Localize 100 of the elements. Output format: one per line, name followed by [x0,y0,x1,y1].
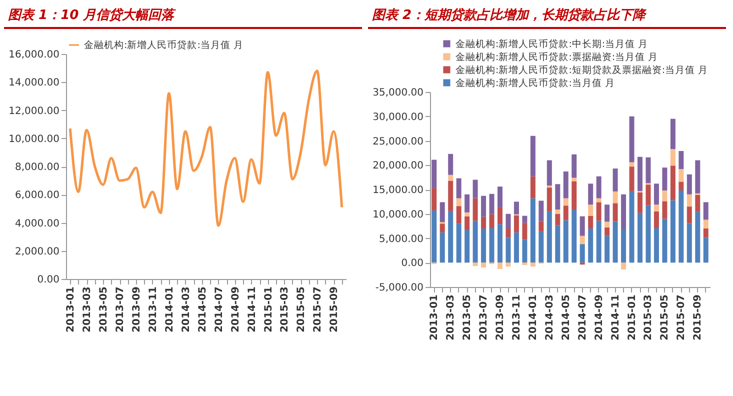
bar [596,176,602,198]
bar [546,160,552,186]
bar [596,198,602,202]
x-tick-label: 2015-03 [643,294,654,340]
bar [703,220,708,228]
bar [662,168,668,190]
bar [654,211,659,228]
x-tick-label: 2015-03 [280,286,291,332]
x-tick-label: 2014-05 [197,286,208,332]
bar [678,182,684,190]
y-tick-label: 2,000.00 [14,246,60,258]
bar [588,228,594,263]
chart-title: 图表 2：短期贷款占比增加，长期贷款占比下降 [368,4,726,29]
bar [546,211,552,263]
x-tick-label: 2014-09 [230,286,242,332]
bar [481,262,486,268]
bar [538,231,544,263]
y-tick-label: 20,000.00 [372,160,424,172]
x-tick-label: 2015-01 [263,286,274,332]
bar [440,224,445,232]
bar [604,204,610,222]
x-tick-label: 2014-01 [528,294,539,340]
x-tick-label: 2013-01 [429,294,440,340]
bar [662,190,668,202]
bar [580,236,585,244]
bar [506,214,511,228]
bar [596,202,602,221]
bar [472,198,478,221]
bar [695,211,700,263]
x-tick-label: 2013-03 [82,286,94,332]
x-tick-label: 2015-05 [296,286,308,332]
x-tick-label: 2015-07 [676,294,688,340]
bar [662,218,668,263]
bar [498,208,502,224]
bar [555,209,560,214]
bar [448,154,454,175]
y-tick-label: 0.00 [37,274,60,286]
bar [440,232,445,263]
bar [662,201,668,219]
bar [670,118,676,150]
bar [563,198,568,206]
bar [670,200,676,263]
bar [489,194,494,214]
x-tick-label: 2014-03 [180,286,192,332]
bar [563,220,568,263]
legend-label: 金融机构:新增人民币贷款:短期贷款及票据融资:当月值 月 [456,64,708,76]
bar [588,216,594,228]
bar [678,190,684,263]
bar [514,215,519,232]
bar [440,202,445,222]
bar [629,166,634,191]
x-tick-label: 2013-11 [148,286,159,332]
y-tick-label: 8,000.00 [14,162,60,173]
bar [686,194,692,207]
bar [621,194,626,230]
bar [612,203,618,222]
bar [563,206,568,220]
bar [612,191,618,204]
y-tick-label: 5,000.00 [378,234,424,245]
x-tick-label: 2013-03 [446,294,457,340]
bar [481,228,486,263]
bar [678,169,684,182]
x-tick-label: 2014-11 [610,294,622,340]
y-tick-label: 14,000.00 [8,78,60,89]
bar [506,228,511,238]
y-tick-label: 6,000.00 [14,190,60,202]
x-tick-label: 2015-01 [626,294,638,340]
bar [514,202,519,214]
bar [472,262,478,266]
bar [580,216,585,236]
bar [555,214,560,226]
bar [638,192,642,213]
bar [612,221,618,263]
x-tick-label: 2013-07 [115,286,126,332]
bar [506,262,511,267]
x-tick-label: 2014-07 [577,294,588,340]
bar [629,116,634,162]
bar [604,236,610,263]
bar [703,238,708,263]
chart-title: 图表 1：10 月信贷大幅回落 [4,4,362,29]
bar [538,221,544,232]
y-tick-label: 16,000.00 [8,50,60,60]
bar [481,196,486,217]
x-tick-label: 2013-05 [462,294,474,340]
bar [686,174,692,194]
bar [522,216,528,223]
y-tick-label: 10,000.00 [372,209,424,220]
bar [481,216,486,228]
bar [432,210,437,263]
y-tick-label: 0.00 [401,258,424,270]
line-series [68,70,344,227]
bar [563,171,568,198]
x-tick-label: 2014-09 [594,294,605,340]
bar [703,228,708,238]
bar [695,194,700,212]
bar [489,228,494,263]
bar [555,225,560,263]
bar [456,198,462,206]
bar [678,150,684,170]
bar [432,188,437,210]
